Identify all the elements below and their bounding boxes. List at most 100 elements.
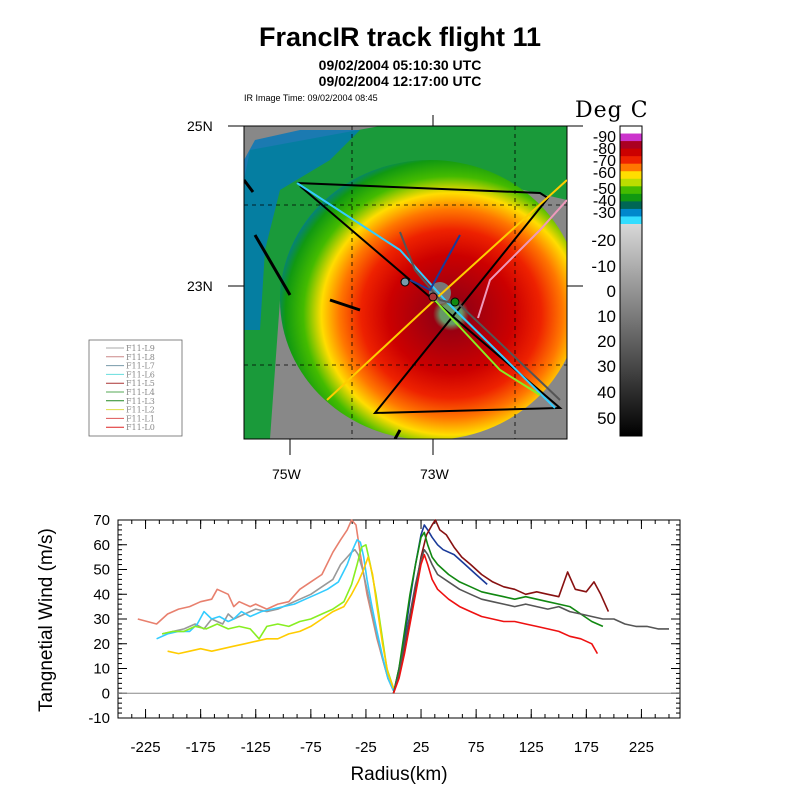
track-lime [429, 294, 541, 396]
start-time: 09/02/2004 05:10:30 UTC [318, 57, 482, 73]
colorbar-label: -40 [593, 193, 616, 210]
track-navy [409, 234, 461, 292]
wind-series-line [392, 548, 669, 694]
colorbar-swatch [620, 126, 642, 135]
colorbar-label: -90 [593, 129, 616, 146]
colorbar-label: -30 [593, 205, 616, 222]
colorbar-label: 0 [607, 282, 616, 301]
x-tick-label: -75 [300, 739, 322, 756]
legend-label: F11-L5 [126, 379, 155, 388]
lon-label: 73W [420, 466, 450, 482]
y-axis-label: Tangnetial Wind (m/s) [36, 528, 57, 712]
x-tick-label: -175 [186, 739, 216, 756]
y-tick-label: 30 [93, 611, 110, 628]
ir-image-time: IR Image Time: 09/02/2004 08:45 [244, 93, 378, 103]
x-axis-label: Radius(km) [350, 764, 447, 785]
y-tick-label: 40 [93, 586, 110, 603]
colorbar-swatch [620, 156, 642, 165]
track-cyan [296, 182, 556, 409]
colorbar-swatch [620, 163, 642, 172]
colorbar-swatch [620, 186, 642, 195]
y-tick-label: 20 [93, 636, 110, 653]
end-time: 09/02/2004 12:17:00 UTC [318, 73, 482, 89]
wind-series-line [392, 524, 488, 694]
track-segment [244, 179, 255, 193]
colorbar-swatch [620, 148, 642, 157]
colorbar-swatch [620, 141, 642, 150]
map-gridlines [244, 126, 567, 439]
colorbar-label: 40 [597, 383, 616, 402]
track-marker [400, 277, 410, 287]
wind-series-line [392, 531, 604, 694]
colorbar-title: Deg C [575, 98, 649, 123]
track-segment [393, 429, 402, 439]
colorbar-swatch [620, 201, 642, 210]
x-tick-label: -225 [131, 739, 161, 756]
flight-tracks [244, 179, 567, 439]
track-marker [450, 297, 460, 307]
x-tick-label: 175 [574, 739, 599, 756]
x-tick-label: 225 [629, 739, 654, 756]
wind-series-line [161, 548, 395, 692]
x-tick-label: 125 [519, 739, 544, 756]
x-tick-label: -125 [241, 739, 271, 756]
wind-series-line [167, 556, 395, 689]
map-ticks [228, 115, 583, 455]
legend-box [88, 339, 183, 437]
x-tick-label: 75 [468, 739, 485, 756]
legend-label: F11-L6 [126, 370, 155, 379]
track-segment [253, 234, 292, 296]
ir-satellite-map: 25N 23N 75W 73W [187, 115, 583, 482]
colorbar-swatch [620, 193, 642, 202]
track-pink [477, 199, 567, 319]
colorbar-label: -80 [593, 141, 616, 158]
map-frame [243, 125, 568, 440]
wind-series-line [137, 519, 395, 692]
track-marker [428, 292, 438, 302]
lat-label: 25N [187, 118, 213, 134]
colorbar-label: -20 [591, 231, 616, 250]
chart-title: FrancIR track flight 11 [258, 22, 542, 52]
x-tick-label: 25 [413, 739, 430, 756]
colorbar-swatch [620, 133, 642, 142]
colorbar-label: -70 [593, 153, 616, 170]
track-segment [329, 298, 361, 312]
y-tick-label: 60 [93, 537, 110, 554]
colorbar-label: 20 [597, 332, 616, 351]
y-tick-label: 50 [93, 562, 110, 579]
plot-frame [117, 519, 681, 719]
legend-label: F11-L2 [126, 406, 155, 415]
legend-label: F11-L8 [126, 353, 155, 362]
y-tick-label: -10 [88, 710, 110, 727]
colorbar-label: -10 [591, 257, 616, 276]
y-tick-label: 70 [93, 512, 110, 529]
tangential-wind-chart: -225 -175 -125 -75 -25 25 75 125 175 225 -10 0 10 20 3… [36, 512, 681, 785]
temperature-colorbar: -90-80-70-60-50-40-30 -20 -10 0 10 20 30 40 50 [591, 125, 643, 437]
colorbar-frame [619, 125, 643, 437]
lon-label: 75W [272, 466, 302, 482]
colorbar-swatch [620, 171, 642, 180]
legend-label: F11-L3 [126, 397, 155, 406]
track-legend: F11-L9F11-L8F11-L7F11-L6F11-L5F11-L4F11-… [88, 339, 183, 437]
legend-label: F11-L9 [126, 344, 155, 353]
colorbar-label: 50 [597, 409, 616, 428]
track-yellow [326, 179, 567, 401]
colorbar-swatch [620, 208, 642, 217]
cloud-band-blue [244, 130, 360, 330]
legend-label: F11-L1 [126, 414, 155, 423]
lat-label: 23N [187, 278, 213, 294]
legend-label: F11-L7 [126, 362, 155, 371]
wind-series-line [156, 538, 395, 692]
colorbar-label: -60 [593, 165, 616, 182]
colorbar-swatch [620, 216, 642, 225]
x-tick-label: -25 [355, 739, 377, 756]
y-tick-label: 10 [93, 661, 110, 678]
colorbar-label: 30 [597, 357, 616, 376]
colorbar-label: 10 [597, 307, 616, 326]
legend-label: F11-L4 [126, 388, 155, 397]
colorbar-label: -50 [593, 181, 616, 198]
wind-series-line [392, 553, 599, 694]
colorbar-gray-ramp [620, 224, 642, 436]
legend-label: F11-L0 [126, 423, 155, 432]
y-tick-label: 0 [102, 685, 110, 702]
